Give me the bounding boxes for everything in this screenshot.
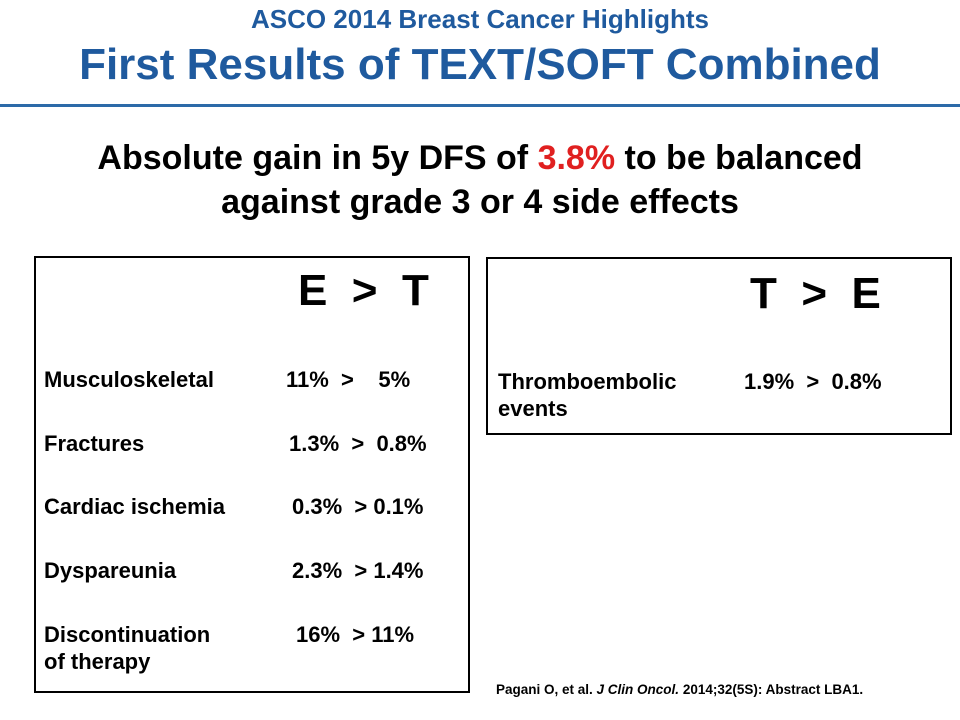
side-effect-label: Cardiac ischemia (44, 494, 225, 519)
citation-rest: 2014;32(5S): Abstract LBA1. (679, 682, 864, 697)
citation-authors: Pagani O, et al. (496, 682, 597, 697)
slide-title: First Results of TEXT/SOFT Combined (79, 40, 881, 89)
side-effect-label: Fractures (44, 431, 145, 456)
t-greater-than-e-box: T > E Thromboembolic events 1.9% > 0.8% (486, 257, 952, 435)
side-effect-label: Thromboembolic (498, 369, 677, 394)
slide-supertitle: ASCO 2014 Breast Cancer Highlights (250, 4, 710, 34)
side-effect-value: 2.3% > 1.4% (292, 558, 424, 583)
t-greater-than-e-title: T > E (750, 269, 881, 318)
e-greater-than-t-box: E > T Musculoskeletal 11% > 5% Fractures… (34, 256, 470, 693)
side-effect-label: Discontinuation (44, 622, 211, 647)
side-effect-label: Musculoskeletal (44, 367, 214, 392)
headline-suffix: to be balanced (615, 139, 863, 177)
headline-prefix: Absolute gain in 5y DFS of (97, 139, 538, 177)
headline: Absolute gain in 5y DFS of 3.8% to be ba… (0, 136, 960, 224)
side-effect-value: 0.3% > 0.1% (292, 494, 424, 519)
side-effect-value: 1.3% > 0.8% (289, 431, 427, 456)
e-greater-than-t-title: E > T (298, 266, 429, 315)
citation: Pagani O, et al. J Clin Oncol. 2014;32(5… (496, 682, 863, 697)
side-effect-value: 16% > 11% (296, 622, 415, 647)
citation-journal: J Clin Oncol. (596, 682, 680, 697)
side-effect-label: Dyspareunia (44, 558, 177, 583)
side-effect-label-line2: events (498, 396, 568, 421)
headline-line2: against grade 3 or 4 side effects (221, 183, 739, 221)
title-divider (0, 104, 960, 107)
side-effect-value: 11% > 5% (286, 367, 411, 392)
side-effect-label-line2: of therapy (44, 649, 151, 674)
headline-highlight: 3.8% (537, 139, 616, 177)
side-effect-value: 1.9% > 0.8% (744, 369, 882, 394)
